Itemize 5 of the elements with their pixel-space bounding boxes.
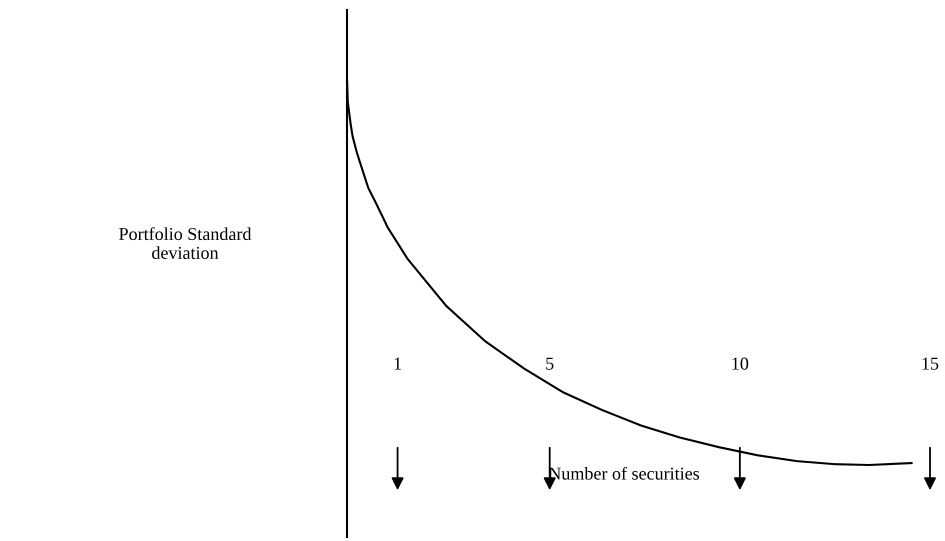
x-tick-label: 1 — [394, 358, 402, 370]
x-tick-label: 5 — [546, 358, 554, 370]
x-tick-label: 10 — [732, 358, 748, 370]
x-tick-label: 15 — [922, 358, 938, 370]
text: Portfolio Standard deviation — [119, 227, 252, 259]
